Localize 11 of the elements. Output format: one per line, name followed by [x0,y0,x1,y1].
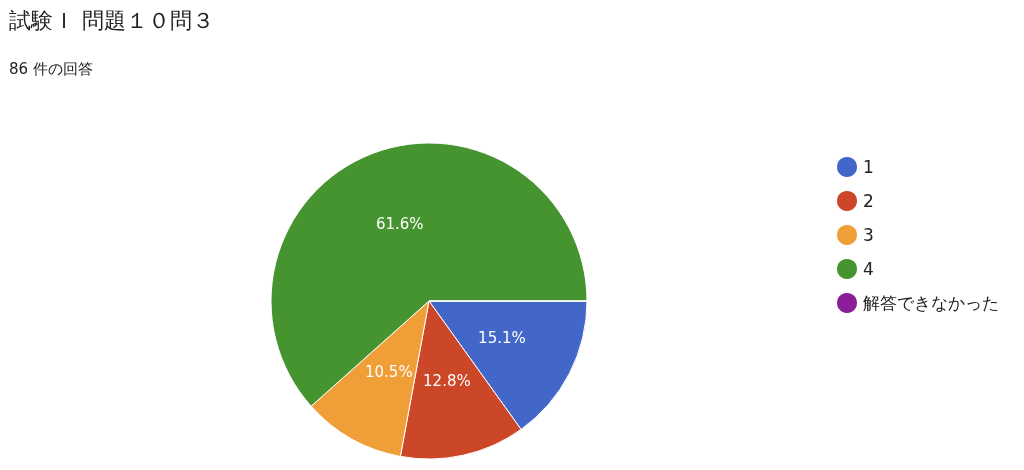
legend-label: 解答できなかった [863,293,999,313]
data-label: 12.8% [423,372,471,391]
legend-label: 3 [863,225,874,245]
chart-title: 試験Ｉ 問題１０問３ [9,7,214,33]
legend-label: 4 [863,259,874,279]
legend-label: 1 [863,157,874,177]
data-label: 61.6% [375,215,424,234]
data-label: 10.5% [364,363,413,382]
legend-label: 2 [863,191,874,211]
data-label: 15.1% [478,329,526,348]
text: 86 件の回答 [9,59,93,78]
